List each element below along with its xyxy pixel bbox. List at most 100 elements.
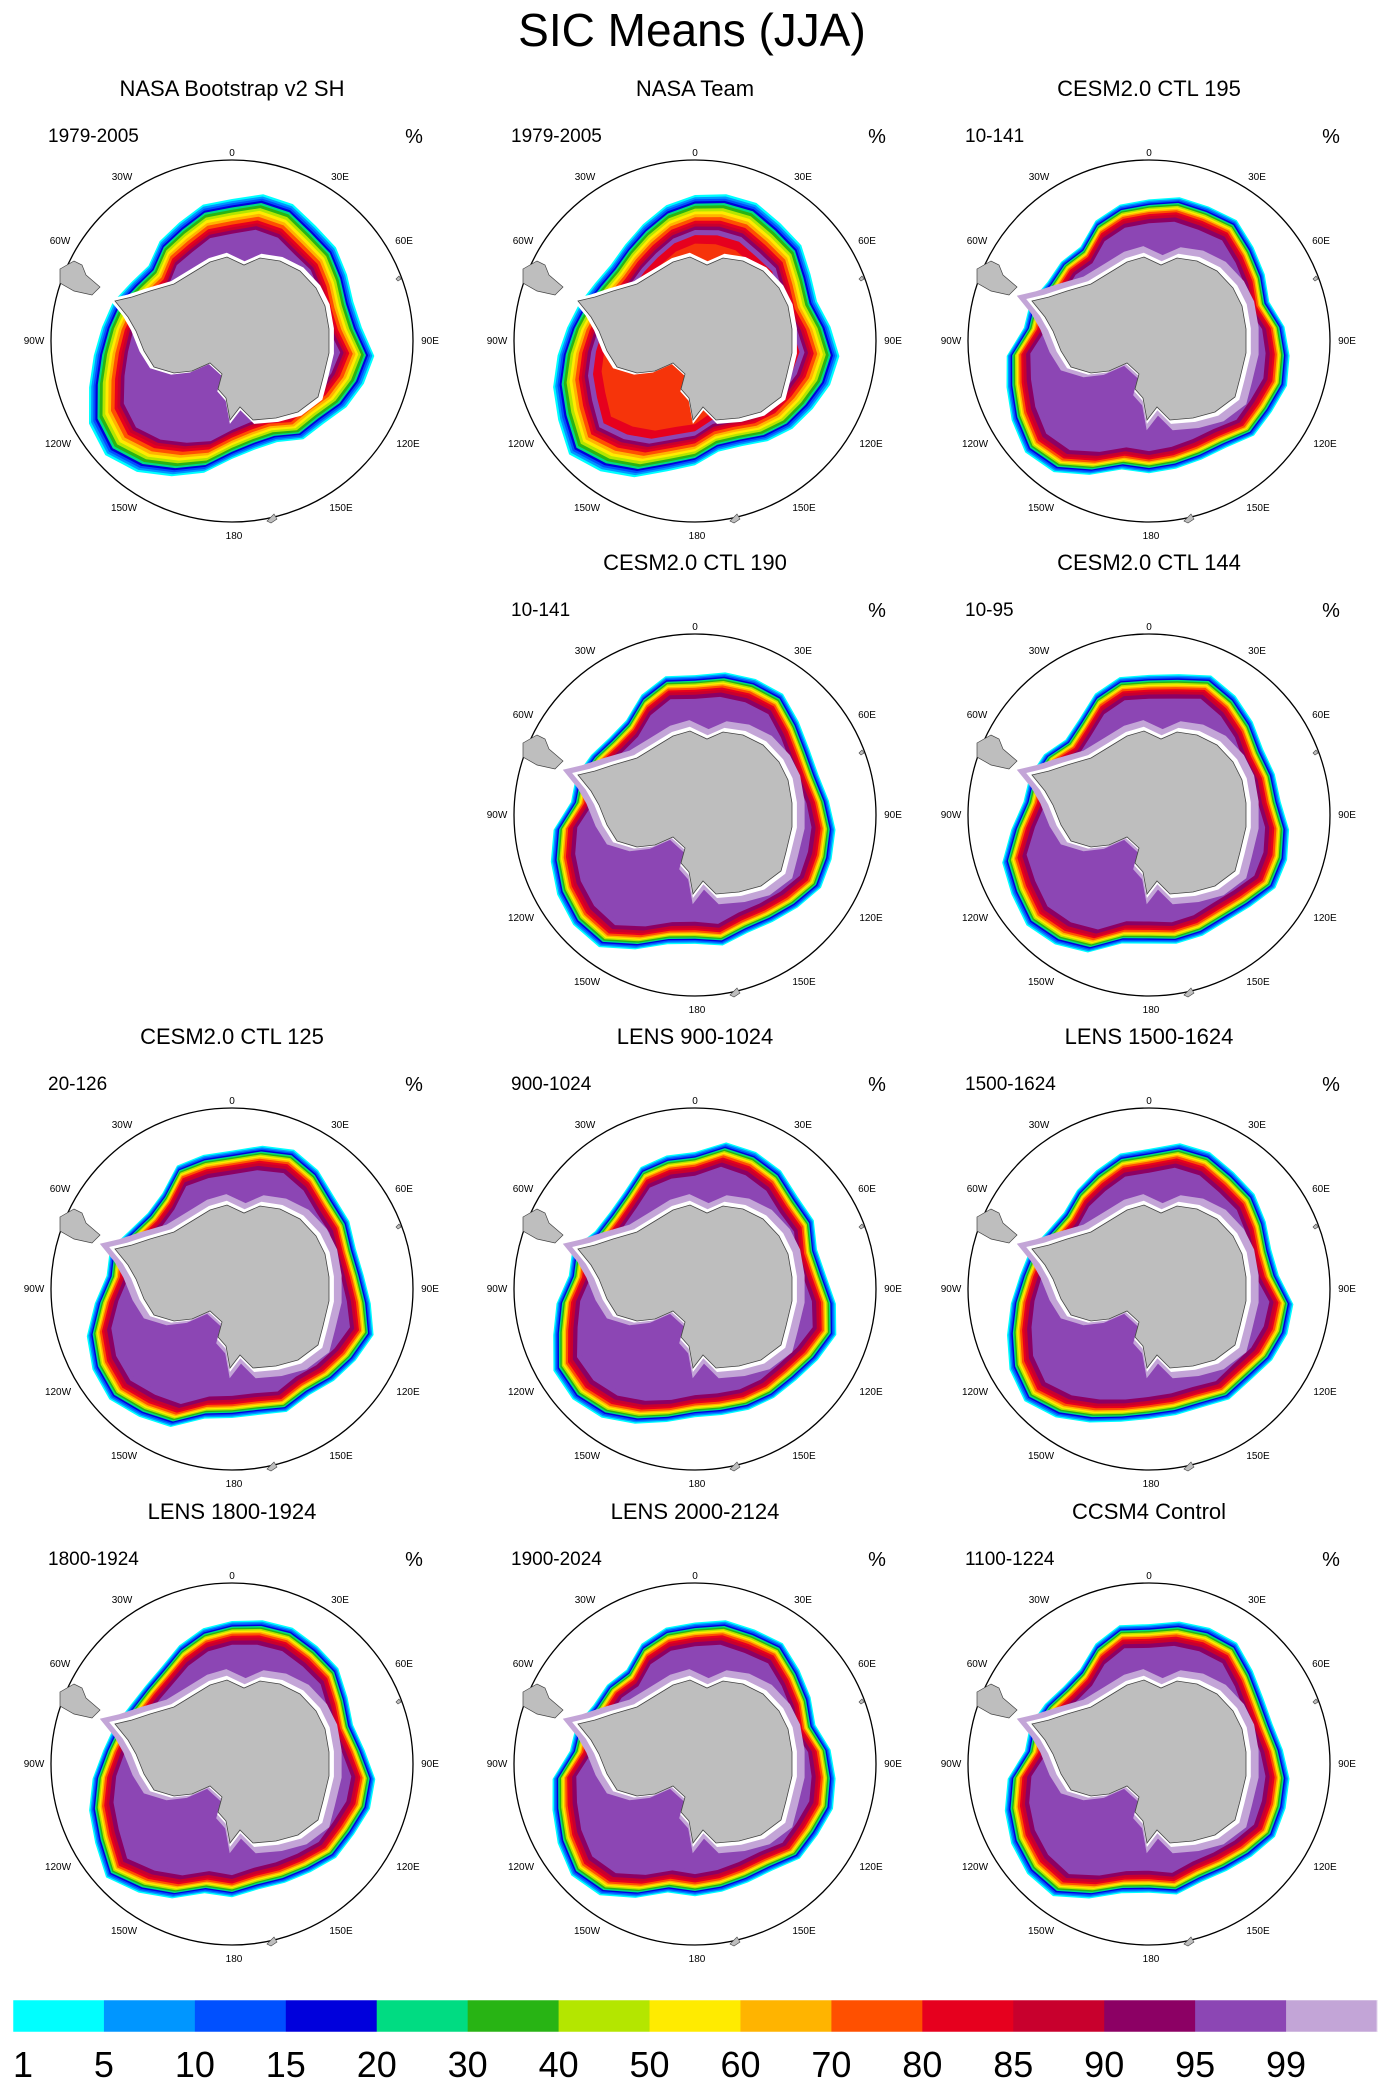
- colorbar-swatch: [13, 2000, 105, 2032]
- longitude-label: 30W: [1029, 172, 1050, 183]
- colorbar-swatch: [1013, 2000, 1105, 2032]
- colorbar-tick-label: 20: [357, 2044, 397, 2082]
- colorbar-frame: [12, 1999, 1378, 2033]
- longitude-label: 150W: [574, 977, 601, 988]
- island-land: [1312, 749, 1319, 756]
- longitude-label: 30E: [1248, 1120, 1266, 1131]
- longitude-label: 150W: [1028, 1451, 1055, 1462]
- longitude-label: 60E: [858, 1184, 876, 1195]
- longitude-label: 60E: [858, 1659, 876, 1670]
- longitude-label: 150E: [1246, 1451, 1270, 1462]
- longitude-label: 60W: [513, 1659, 534, 1670]
- antarctica-land: [577, 730, 793, 895]
- colorbar-tick-label: 70: [811, 2044, 851, 2082]
- longitude-label: 90E: [1338, 1284, 1356, 1295]
- longitude-label: 90W: [487, 810, 508, 821]
- island-land: [395, 1698, 402, 1705]
- panel-years: 10-95: [965, 600, 1014, 621]
- colorbar-swatch: [285, 2000, 378, 2032]
- longitude-label: 90E: [884, 810, 902, 821]
- longitude-label: 150W: [574, 1926, 601, 1937]
- longitude-label: 60E: [858, 236, 876, 247]
- map-panel: 0 30E 60E 90E 120E 150E 180 150W 120W 90W 60W 30W NA…: [24, 76, 440, 542]
- longitude-label: 90W: [24, 1284, 45, 1295]
- panel-title: LENS 1500-1624: [1065, 1024, 1234, 1049]
- panel-title: CESM2.0 CTL 195: [1057, 76, 1241, 101]
- new-zealand-land: [729, 513, 741, 524]
- island-land: [395, 275, 402, 282]
- new-zealand-land: [1183, 1936, 1195, 1947]
- colorbar-tick-label: 90: [1084, 2044, 1124, 2082]
- map-panel: 0 30E 60E 90E 120E 150E 180 150W 120W 90W 60W 30W CE…: [487, 550, 903, 1016]
- new-zealand-land: [266, 513, 278, 524]
- longitude-label: 90W: [24, 336, 45, 347]
- panel-unit: %: [868, 1549, 886, 1571]
- longitude-label: 150W: [111, 503, 138, 514]
- south-america-land: [59, 260, 101, 296]
- panel-title: LENS 900-1024: [617, 1024, 774, 1049]
- longitude-label: 180: [1143, 1479, 1160, 1490]
- antarctica-land: [1031, 256, 1247, 421]
- longitude-label: 150E: [792, 1451, 816, 1462]
- colorbar-swatch: [467, 2000, 560, 2032]
- colorbar-swatch: [1286, 2000, 1378, 2032]
- colorbar-tick-label: 60: [720, 2044, 760, 2082]
- longitude-label: 120E: [1313, 1387, 1337, 1398]
- colorbar-swatch: [740, 2000, 832, 2032]
- longitude-label: 120W: [45, 1387, 72, 1398]
- south-america-land: [976, 1208, 1018, 1244]
- panel-years: 1800-1924: [48, 1549, 139, 1570]
- colorbar-swatch: [922, 2000, 1014, 2032]
- panel-title: CESM2.0 CTL 144: [1057, 550, 1241, 575]
- south-america-land: [522, 1208, 564, 1244]
- longitude-label: 180: [226, 1954, 243, 1965]
- panel-years: 10-141: [965, 126, 1024, 147]
- longitude-label: 30E: [331, 172, 349, 183]
- longitude-label: 150W: [1028, 977, 1055, 988]
- panel-years: 1979-2005: [511, 126, 602, 147]
- longitude-label: 120E: [396, 1862, 420, 1873]
- panel-years: 10-141: [511, 600, 570, 621]
- antarctica-land: [577, 1204, 793, 1369]
- map-panel: 0 30E 60E 90E 120E 150E 180 150W 120W 90W 60W 30W LE…: [24, 1499, 440, 1965]
- longitude-label: 120E: [396, 439, 420, 450]
- longitude-label: 0: [692, 622, 698, 633]
- antarctica-land: [1031, 1204, 1247, 1369]
- panel-unit: %: [405, 126, 423, 148]
- panel-title: CESM2.0 CTL 125: [140, 1024, 324, 1049]
- south-america-land: [976, 260, 1018, 296]
- longitude-label: 150E: [1246, 1926, 1270, 1937]
- longitude-label: 120E: [1313, 1862, 1337, 1873]
- south-america-land: [59, 1208, 101, 1244]
- longitude-label: 0: [229, 148, 235, 159]
- longitude-label: 30W: [112, 172, 133, 183]
- south-america-land: [976, 734, 1018, 770]
- longitude-label: 0: [692, 1096, 698, 1107]
- new-zealand-land: [1183, 987, 1195, 998]
- longitude-label: 30W: [1029, 646, 1050, 657]
- longitude-label: 90W: [941, 1759, 962, 1770]
- longitude-label: 30E: [1248, 1595, 1266, 1606]
- longitude-label: 120E: [859, 1387, 883, 1398]
- new-zealand-land: [729, 1936, 741, 1947]
- island-land: [858, 1698, 865, 1705]
- longitude-label: 150E: [329, 1451, 353, 1462]
- longitude-label: 90W: [487, 1284, 508, 1295]
- longitude-label: 180: [226, 1479, 243, 1490]
- antarctica-land: [114, 1204, 330, 1369]
- longitude-label: 30W: [575, 1595, 596, 1606]
- longitude-label: 120W: [962, 439, 989, 450]
- longitude-label: 60W: [967, 710, 988, 721]
- colorbar: 1 5 10 15 20 30 40 50 60 70 80 85 90 95 99: [12, 1999, 1378, 2082]
- longitude-label: 150E: [329, 503, 353, 514]
- longitude-label: 60E: [395, 1184, 413, 1195]
- longitude-label: 90E: [421, 1284, 439, 1295]
- panel-unit: %: [868, 1074, 886, 1096]
- antarctica-land: [577, 256, 793, 421]
- antarctica-land: [114, 1679, 330, 1844]
- antarctica-land: [1031, 1679, 1247, 1844]
- longitude-label: 180: [1143, 1005, 1160, 1016]
- longitude-label: 120W: [508, 913, 535, 924]
- panel-unit: %: [1322, 126, 1340, 148]
- panel-unit: %: [1322, 600, 1340, 622]
